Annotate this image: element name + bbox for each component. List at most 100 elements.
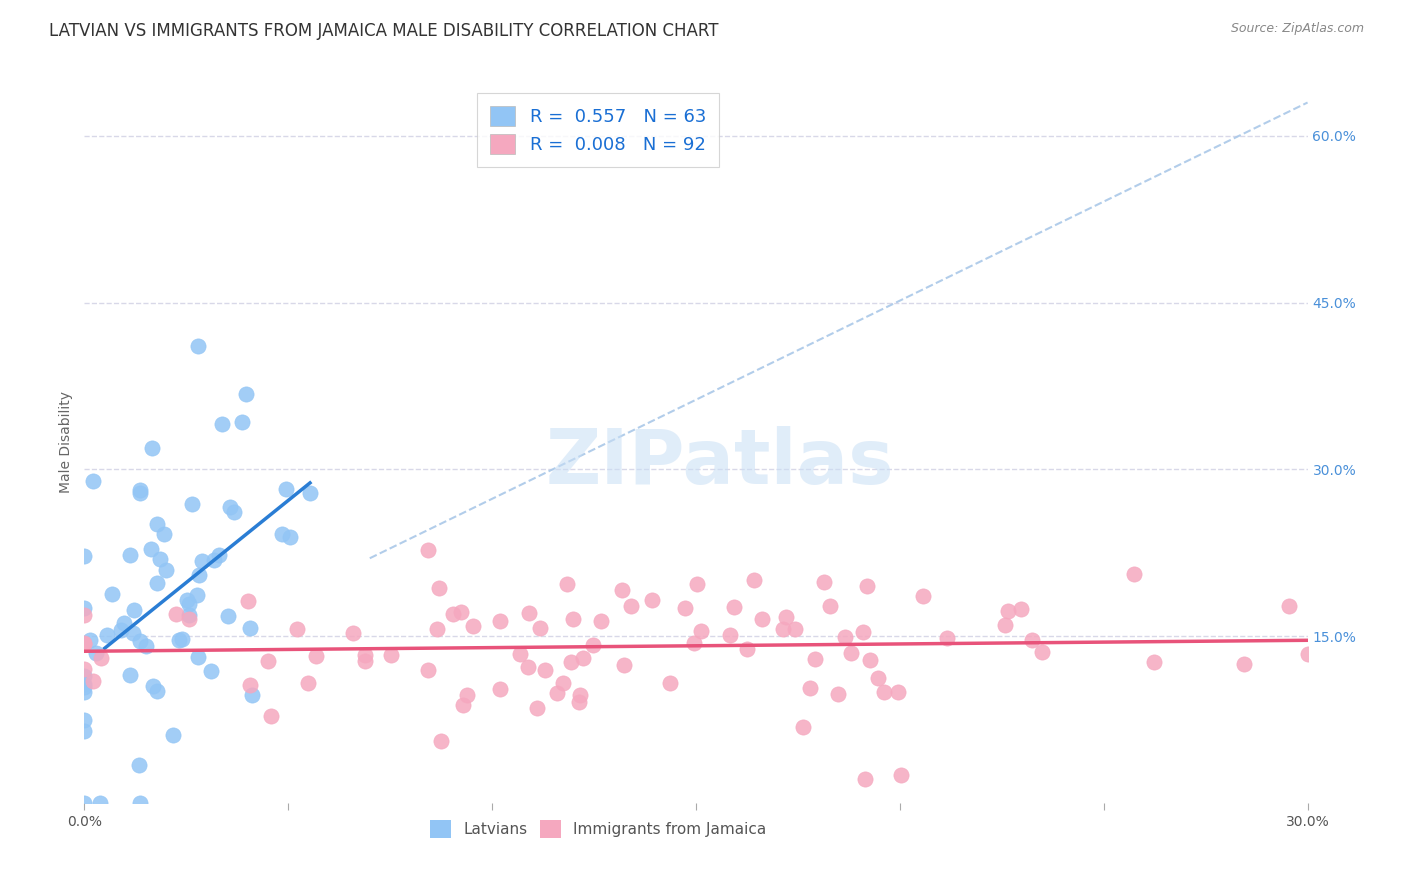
Point [162,728,184,742]
Point [118,549,141,563]
Point [553,675,575,690]
Point [742,573,765,587]
Point [1123,567,1146,582]
Point [73,549,96,563]
Point [239,678,262,692]
Point [866,672,889,686]
Point [613,657,636,672]
Point [489,614,512,628]
Point [582,639,605,653]
Point [82,673,104,688]
Point [686,577,709,591]
Point [859,653,882,667]
Point [208,548,231,562]
Point [278,530,301,544]
Point [73,677,96,691]
Point [1031,644,1053,658]
Point [96,628,118,642]
Point [211,417,233,431]
Point [165,607,187,622]
Point [219,500,242,514]
Point [792,720,814,734]
Point [73,636,96,650]
Point [571,651,593,665]
Point [526,701,548,715]
Point [73,680,96,694]
Point [257,654,280,668]
Point [610,582,633,597]
Point [179,598,201,612]
Point [463,619,485,633]
Point [118,668,141,682]
Point [640,593,662,607]
Point [1143,655,1166,669]
Point [560,655,582,669]
Point [589,614,612,628]
Point [224,504,246,518]
Point [73,608,96,623]
Point [240,688,263,702]
Point [568,689,591,703]
Point [886,685,908,699]
Point [890,768,912,782]
Point [73,713,96,727]
Point [73,637,96,651]
Point [683,636,706,650]
Point [818,599,841,613]
Point [935,631,957,645]
Point [217,609,239,624]
Point [235,387,257,401]
Point [236,594,259,608]
Point [488,681,510,696]
Point [73,601,96,615]
Point [202,553,225,567]
Point [285,622,308,636]
Point [873,685,896,699]
Point [834,630,856,644]
Point [426,622,449,636]
Point [128,485,150,500]
Point [82,475,104,489]
Point [73,662,96,676]
Point [353,648,375,663]
Point [187,650,209,665]
Point [451,698,474,713]
Y-axis label: Male Disability: Male Disability [59,391,73,492]
Point [517,659,540,673]
Point [517,606,540,620]
Point [73,669,96,683]
Point [146,517,169,532]
Point [270,527,292,541]
Point [380,648,402,662]
Point [509,647,531,661]
Point [177,608,200,623]
Point [555,577,578,591]
Point [813,574,835,589]
Point [799,681,821,696]
Point [155,563,177,577]
Legend: Latvians, Immigrants from Jamaica: Latvians, Immigrants from Jamaica [422,813,775,846]
Point [200,664,222,678]
Point [529,621,551,635]
Point [110,623,132,637]
Point [101,587,124,601]
Point [994,617,1017,632]
Point [86,646,108,660]
Point [190,554,212,568]
Point [79,632,101,647]
Point [176,593,198,607]
Point [456,688,478,702]
Point [772,622,794,636]
Point [723,600,745,615]
Point [751,612,773,626]
Point [149,551,172,566]
Point [129,483,152,497]
Point [735,642,758,657]
Point [112,615,135,630]
Point [912,590,935,604]
Point [1010,602,1032,616]
Point [785,622,807,636]
Point [135,639,157,653]
Point [167,632,190,647]
Point [1021,633,1043,648]
